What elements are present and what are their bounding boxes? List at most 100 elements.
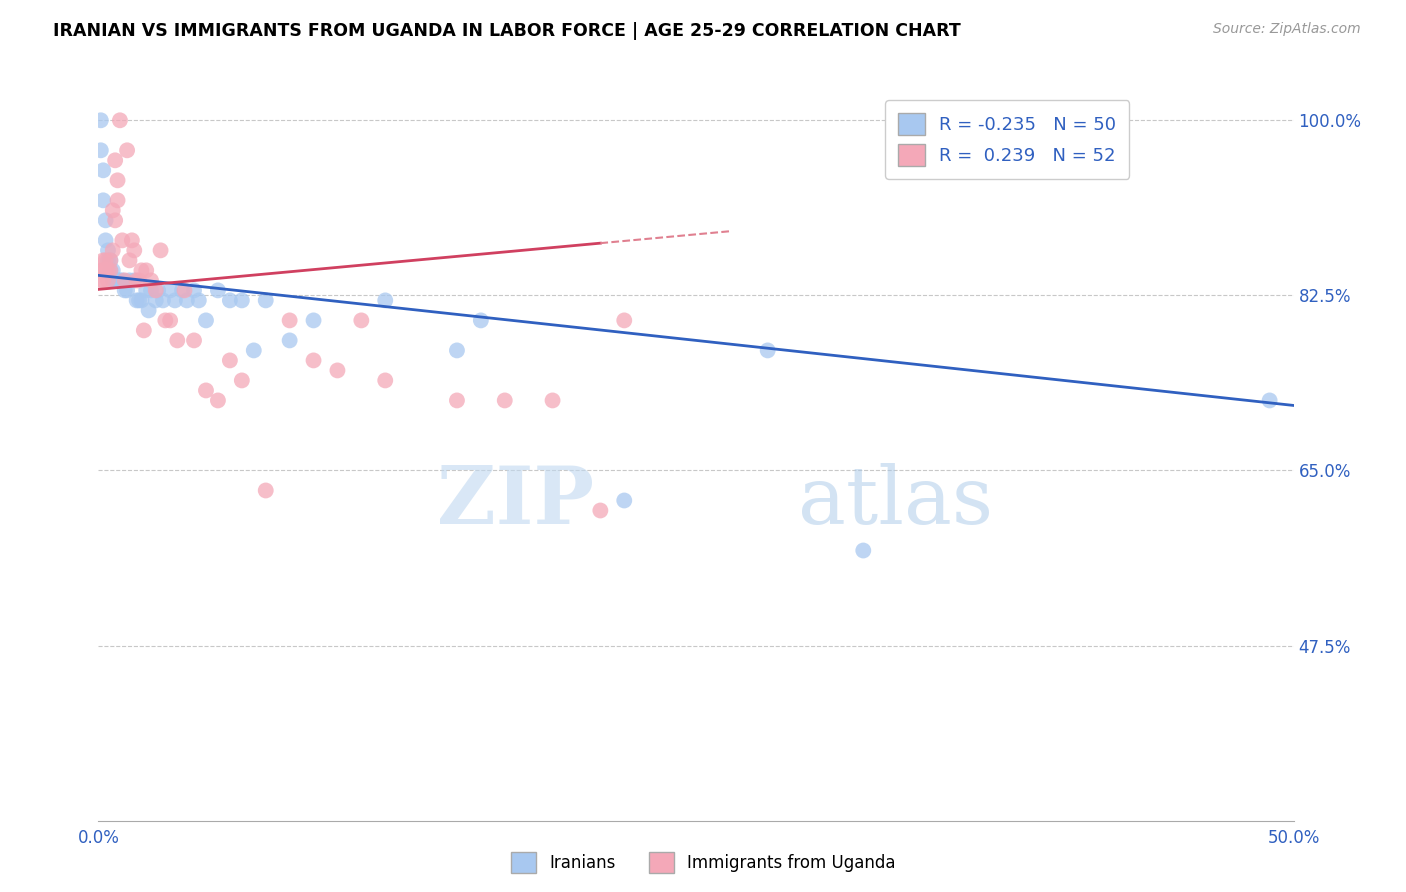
- Point: [90, 263, 112, 277]
- Point: [125, 273, 148, 287]
- Point: [124, 244, 146, 258]
- Point: [124, 273, 146, 287]
- Point: [589, 503, 612, 517]
- Point: [91, 253, 114, 268]
- Point: [173, 284, 195, 298]
- Point: [90, 144, 112, 158]
- Point: [91, 194, 114, 208]
- Point: [176, 293, 198, 308]
- Point: [183, 334, 205, 348]
- Text: atlas: atlas: [797, 463, 993, 541]
- Point: [101, 273, 124, 287]
- Point: [101, 203, 124, 218]
- Point: [97, 244, 120, 258]
- Point: [159, 313, 181, 327]
- Point: [183, 284, 205, 298]
- Point: [107, 173, 129, 187]
- Point: [131, 263, 153, 277]
- Point: [852, 543, 875, 558]
- Point: [278, 334, 301, 348]
- Point: [135, 263, 157, 277]
- Point: [195, 384, 218, 398]
- Point: [97, 253, 120, 268]
- Point: [97, 263, 120, 277]
- Point: [302, 353, 325, 368]
- Point: [118, 253, 141, 268]
- Point: [114, 284, 136, 298]
- Point: [98, 253, 122, 268]
- Point: [145, 284, 167, 298]
- Point: [108, 273, 131, 287]
- Text: IRANIAN VS IMMIGRANTS FROM UGANDA IN LABOR FORCE | AGE 25-29 CORRELATION CHART: IRANIAN VS IMMIGRANTS FROM UGANDA IN LAB…: [53, 22, 962, 40]
- Point: [613, 313, 636, 327]
- Point: [104, 273, 127, 287]
- Point: [166, 334, 188, 348]
- Point: [131, 293, 153, 308]
- Point: [326, 363, 349, 377]
- Point: [94, 253, 117, 268]
- Point: [104, 213, 127, 227]
- Point: [494, 393, 516, 408]
- Point: [101, 263, 124, 277]
- Point: [152, 293, 174, 308]
- Text: Source: ZipAtlas.com: Source: ZipAtlas.com: [1213, 22, 1361, 37]
- Point: [139, 284, 162, 298]
- Point: [254, 483, 277, 498]
- Point: [91, 163, 114, 178]
- Point: [302, 313, 325, 327]
- Point: [115, 284, 138, 298]
- Point: [98, 263, 122, 277]
- Point: [207, 284, 229, 298]
- Point: [145, 293, 167, 308]
- Point: [149, 244, 172, 258]
- Point: [128, 273, 150, 287]
- Point: [219, 293, 242, 308]
- Point: [114, 273, 136, 287]
- Legend: R = -0.235   N = 50, R =  0.239   N = 52: R = -0.235 N = 50, R = 0.239 N = 52: [886, 101, 1129, 178]
- Point: [121, 233, 143, 247]
- Point: [135, 284, 157, 298]
- Point: [219, 353, 242, 368]
- Point: [470, 313, 492, 327]
- Point: [613, 493, 636, 508]
- Point: [125, 293, 148, 308]
- Point: [231, 293, 253, 308]
- Point: [94, 213, 117, 227]
- Point: [159, 284, 181, 298]
- Point: [107, 194, 129, 208]
- Point: [254, 293, 277, 308]
- Point: [111, 233, 134, 247]
- Point: [350, 313, 373, 327]
- Point: [172, 284, 194, 298]
- Point: [97, 273, 120, 287]
- Point: [111, 273, 134, 287]
- Point: [108, 113, 131, 128]
- Point: [90, 113, 112, 128]
- Legend: Iranians, Immigrants from Uganda: Iranians, Immigrants from Uganda: [503, 846, 903, 880]
- Point: [94, 233, 117, 247]
- Point: [128, 293, 150, 308]
- Point: [374, 373, 396, 387]
- Point: [446, 343, 468, 358]
- Text: ZIP: ZIP: [437, 463, 595, 541]
- Point: [107, 273, 129, 287]
- Point: [148, 284, 170, 298]
- Point: [1258, 393, 1281, 408]
- Point: [101, 244, 124, 258]
- Point: [195, 313, 218, 327]
- Point: [91, 263, 114, 277]
- Point: [155, 313, 177, 327]
- Point: [91, 273, 114, 287]
- Point: [187, 293, 209, 308]
- Point: [118, 273, 141, 287]
- Point: [756, 343, 779, 358]
- Point: [278, 313, 301, 327]
- Point: [207, 393, 229, 408]
- Point: [115, 144, 138, 158]
- Point: [138, 303, 160, 318]
- Point: [94, 263, 117, 277]
- Point: [446, 393, 468, 408]
- Point: [243, 343, 266, 358]
- Point: [104, 153, 127, 168]
- Point: [90, 273, 112, 287]
